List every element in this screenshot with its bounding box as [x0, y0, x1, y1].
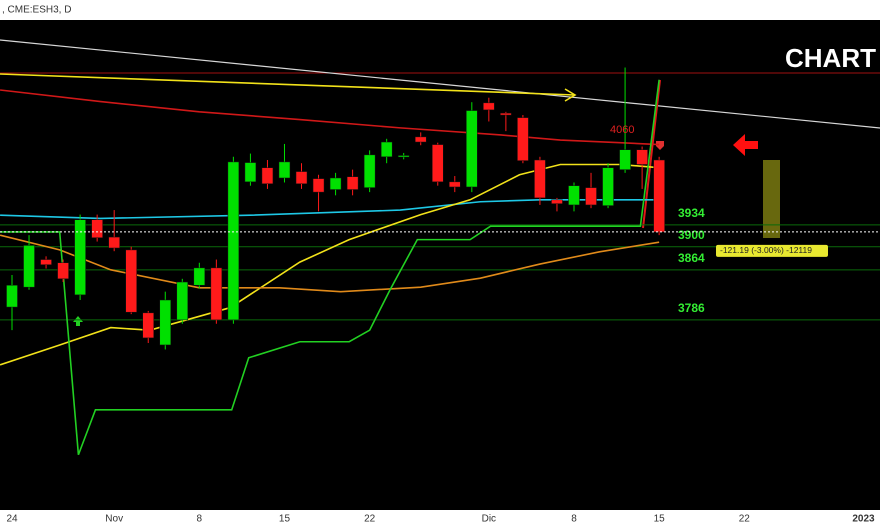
- candle-body: [57, 262, 69, 280]
- candle-body: [108, 236, 120, 249]
- yellow-trend-line: [0, 73, 576, 96]
- candle-body: [6, 284, 18, 308]
- candle-body: [500, 112, 512, 116]
- level-label: 3900: [678, 228, 705, 242]
- level-label: 3786: [678, 301, 705, 315]
- candle-body: [210, 267, 223, 321]
- plot-area: [0, 20, 880, 510]
- candle-body: [517, 117, 529, 161]
- candle-body: [329, 177, 342, 190]
- candle-body: [312, 178, 325, 193]
- candle-body: [449, 181, 461, 188]
- candle-body: [125, 249, 137, 313]
- watermark: CHART: [785, 43, 876, 73]
- target-box: [763, 160, 780, 238]
- candle-body: [534, 159, 546, 199]
- trend-line: [0, 39, 880, 129]
- x-tick-label: 2023: [852, 514, 875, 525]
- candle-body: [176, 281, 189, 321]
- time-axis: [0, 510, 880, 528]
- candle-body: [193, 267, 206, 286]
- candle-body: [227, 161, 240, 321]
- indicator-line: [0, 163, 660, 366]
- x-tick-label: 22: [739, 514, 751, 525]
- red-marker: [656, 141, 664, 150]
- level-label: 3864: [678, 251, 705, 265]
- candle-body: [602, 167, 614, 206]
- candle-body: [636, 149, 648, 165]
- candle-body: [653, 159, 665, 233]
- candle-body: [414, 136, 427, 143]
- layer: 3934 3900 3864 3786 -121.19 (-3.00%) -12119 4…: [0, 67, 880, 456]
- candle-body: [380, 141, 393, 158]
- symbol: , CME:ESH3, D: [2, 5, 71, 16]
- candle-body: [278, 161, 291, 179]
- candle-body: [466, 110, 478, 188]
- candle-body: [261, 167, 274, 185]
- x-tick-label: 15: [279, 514, 291, 525]
- candle-body: [40, 259, 52, 265]
- green-marker: [73, 316, 83, 326]
- x-tick-label: 8: [197, 514, 203, 525]
- candle-body: [159, 299, 172, 346]
- top-bar: [0, 0, 880, 20]
- x-tick-label: 15: [654, 514, 666, 525]
- indicator-line: [0, 79, 660, 456]
- candle-body: [142, 312, 154, 339]
- candle-body: [585, 187, 597, 206]
- indicator-line: [0, 199, 660, 220]
- trend-arrowhead: [564, 88, 577, 102]
- red-projection: [642, 79, 661, 229]
- red-arrow: [733, 134, 758, 156]
- annotation-label: 4060: [610, 124, 634, 136]
- candle-body: [397, 155, 410, 158]
- candle-body: [23, 245, 35, 288]
- candle-body: [432, 144, 444, 183]
- candle-body: [483, 102, 495, 111]
- x-tick-label: 22: [364, 514, 376, 525]
- candle-body: [91, 219, 103, 238]
- indicator-line: [0, 89, 660, 146]
- level-label: 3934: [678, 206, 705, 220]
- candle-body: [74, 219, 86, 296]
- candle-body: [346, 176, 359, 190]
- x-tick-label: Nov: [105, 514, 123, 525]
- indicator-line: [0, 234, 660, 293]
- change-label: -121.19 (-3.00%) -12119: [720, 245, 812, 255]
- candle-body: [295, 171, 308, 185]
- change-badge: [716, 244, 828, 257]
- candle-body: [568, 185, 580, 206]
- candle-body: [551, 199, 563, 204]
- x-tick-label: 24: [6, 514, 18, 525]
- candle-body: [619, 149, 631, 170]
- x-tick-label: 8: [571, 514, 577, 525]
- x-tick-label: Dic: [482, 514, 496, 525]
- candle-body: [363, 154, 376, 188]
- candle-body: [244, 162, 257, 183]
